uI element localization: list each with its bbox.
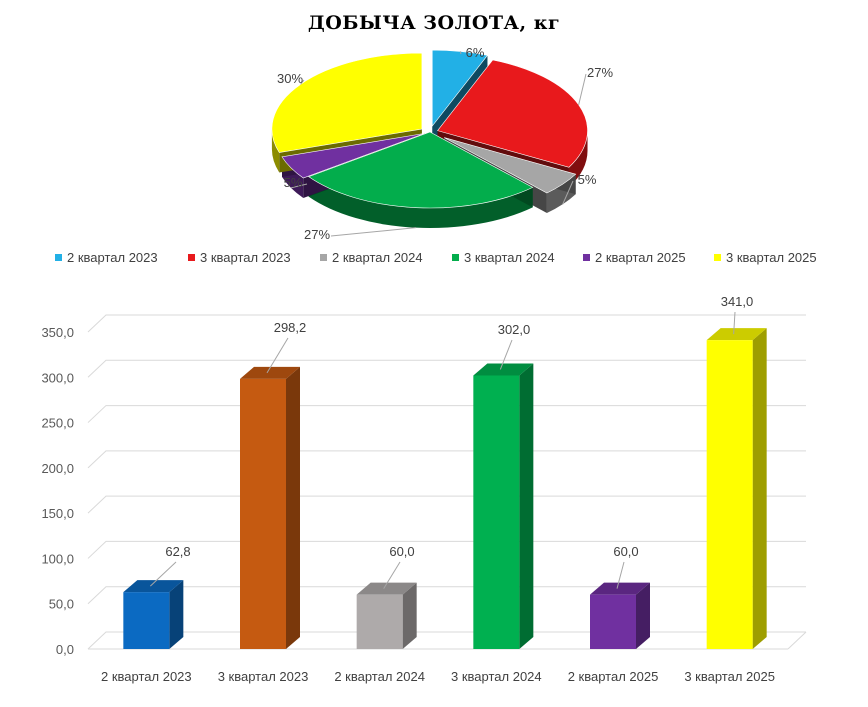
gridline	[87, 314, 806, 333]
gridline	[87, 450, 806, 469]
bar-front	[590, 594, 636, 649]
legend-swatch	[452, 254, 459, 261]
bar-front	[706, 340, 753, 649]
x-tick-label: 3 квартал 2024	[451, 669, 542, 684]
legend-entry: 2 квартал 2023	[67, 250, 158, 265]
bar-value-label: 60,0	[613, 544, 638, 559]
legend-entry: 3 квартал 2023	[200, 250, 291, 265]
legend-swatch	[583, 254, 590, 261]
legend-swatch	[714, 254, 721, 261]
pie-side-1	[568, 130, 588, 188]
legend-swatch	[188, 254, 195, 261]
pie-data-label: 6%	[466, 45, 485, 60]
bar-value-label: 60,0	[389, 544, 414, 559]
pie-side-5	[271, 129, 280, 173]
bar-2-квартал-2025: 60,0	[590, 544, 650, 649]
y-tick-label: 150,0	[41, 506, 74, 521]
bar-value-label: 302,0	[498, 322, 531, 337]
pie-chart: 6% 27% 5% 27% 5% 30%	[271, 45, 613, 242]
pie-data-label: 27%	[304, 227, 330, 242]
legend-entry: 3 квартал 2025	[726, 250, 817, 265]
y-tick-label: 250,0	[41, 416, 74, 431]
bar-side	[636, 582, 650, 649]
legend-entry: 2 квартал 2025	[595, 250, 686, 265]
y-tick-label: 50,0	[49, 597, 74, 612]
pie-leader-line	[562, 180, 574, 205]
chart-title: ДОБЫЧА ЗОЛОТА, кг	[307, 12, 561, 34]
bar-leader-line	[266, 337, 289, 374]
bar-2-квартал-2024: 60,0	[356, 544, 417, 649]
y-tick-label: 300,0	[41, 370, 74, 385]
gridline	[87, 540, 806, 559]
bar-front	[473, 375, 520, 649]
x-tick-label: 3 квартал 2023	[218, 669, 309, 684]
pie-leader-line	[290, 183, 308, 189]
bar-side	[169, 580, 184, 649]
pie-leader-line	[578, 73, 587, 105]
y-tick-label: 200,0	[41, 461, 74, 476]
legend-swatch	[55, 254, 62, 261]
bar-top	[590, 582, 650, 595]
pie-data-label: 27%	[587, 65, 613, 80]
bar-side	[286, 366, 300, 649]
pie-slice-3-квартал-2023	[437, 59, 588, 168]
gridline	[87, 359, 806, 378]
bar-leader-line	[149, 561, 177, 587]
bar-side	[519, 363, 534, 649]
pie-data-label: 30%	[277, 71, 303, 86]
pie-side-3	[308, 176, 533, 229]
bar-front	[123, 592, 170, 649]
x-tick-label: 2 квартал 2024	[334, 669, 425, 684]
gridline	[87, 586, 806, 605]
y-tick-label: 100,0	[41, 551, 74, 566]
bar-side	[752, 328, 767, 649]
y-tick-label: 350,0	[41, 325, 74, 340]
bar-top	[356, 582, 417, 595]
bar-2-квартал-2023: 62,8	[123, 544, 191, 649]
x-tick-label: 2 квартал 2025	[568, 669, 659, 684]
bar-top	[706, 328, 767, 341]
y-tick-label: 0,0	[56, 642, 74, 657]
bar-leader-line	[733, 311, 736, 335]
bar-top	[240, 366, 300, 379]
pie-slice-2-квартал-2024	[444, 137, 577, 194]
pie-data-label: 5%	[578, 172, 597, 187]
bar-value-label: 298,2	[274, 320, 307, 335]
pie-leader-line	[330, 227, 416, 237]
bar-value-label: 62,8	[165, 544, 190, 559]
gridline	[87, 405, 806, 423]
legend-entry: 3 квартал 2024	[464, 250, 555, 265]
x-tick-label: 2 квартал 2023	[101, 669, 192, 684]
legend-swatch	[320, 254, 327, 261]
floor-edge	[787, 631, 807, 650]
pie-slice-2-квартал-2025	[281, 133, 425, 179]
bar-leader-line	[616, 561, 625, 589]
pie-leader-line	[459, 51, 462, 55]
pie-data-label: 5%	[284, 175, 303, 190]
gridline	[87, 495, 806, 514]
x-tick-label: 3 квартал 2025	[684, 669, 775, 684]
bar-3-квартал-2023: 298,2	[240, 320, 306, 649]
bar-leader-line	[499, 339, 513, 370]
pie-legend: 2 квартал 2023 3 квартал 2023 2 квартал 20…	[55, 250, 817, 265]
bar-top	[123, 580, 184, 593]
pie-leader-line	[300, 79, 305, 85]
bar-front	[356, 594, 403, 649]
bar-leader-line	[383, 561, 401, 589]
bar-3-квартал-2024: 302,0	[473, 322, 534, 649]
bar-3-квартал-2025: 341,0	[706, 294, 767, 649]
bar-top	[473, 363, 534, 376]
bar-chart: 0,0 50,0 100,0 150,0 200,0 250,0 300,0 350,0 62,…	[41, 294, 807, 684]
bar-side	[402, 582, 417, 649]
gridline	[87, 631, 806, 650]
pie-slice-3-квартал-2024	[308, 131, 534, 209]
bar-front	[240, 378, 286, 649]
legend-entry: 2 квартал 2024	[332, 250, 423, 265]
bar-gridlines	[87, 314, 806, 650]
bar-value-label: 341,0	[721, 294, 754, 309]
